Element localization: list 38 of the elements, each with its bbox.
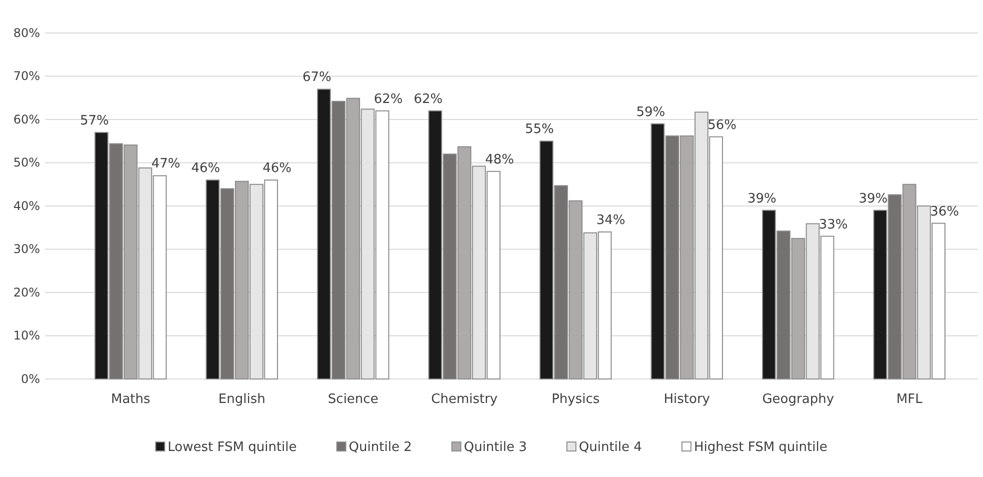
y-tick-label: 80% <box>13 26 40 40</box>
data-label: 39% <box>747 191 776 206</box>
x-tick-label: English <box>218 392 266 407</box>
data-label: 67% <box>302 70 332 86</box>
data-label: 36% <box>930 204 960 220</box>
data-label: 55% <box>524 122 554 138</box>
data-label: 34% <box>596 212 626 228</box>
y-tick-label: 10% <box>13 328 40 343</box>
x-tick-label: History <box>664 392 710 407</box>
data-label: 62% <box>414 92 443 107</box>
data-label: 56% <box>708 118 737 133</box>
legend-label: Quintile 4 <box>578 440 642 455</box>
data-label: 46% <box>262 161 292 176</box>
y-tick-label: 70% <box>13 69 40 84</box>
x-tick-label: MFL <box>896 392 924 407</box>
legend-label: Quintile 2 <box>348 440 412 455</box>
data-label: 39% <box>858 191 888 206</box>
x-tick-label: Maths <box>110 392 150 407</box>
data-label: 46% <box>191 161 220 176</box>
data-label: 62% <box>374 92 403 107</box>
legend-label: Quintile 3 <box>464 440 527 455</box>
legend-label: Lowest FSM quintile <box>168 440 297 455</box>
data-label: 47% <box>151 156 180 172</box>
data-label: 48% <box>485 152 514 168</box>
y-tick-label: 30% <box>13 242 40 256</box>
data-label: 59% <box>636 104 666 120</box>
x-tick-label: Chemistry <box>431 392 498 407</box>
y-tick-label: 20% <box>13 285 40 300</box>
x-tick-label: Geography <box>762 392 834 407</box>
legend-label: Highest FSM quintile <box>694 440 828 455</box>
y-tick-label: 0% <box>20 372 40 386</box>
y-tick-label: 40% <box>13 198 40 213</box>
data-label: 33% <box>818 217 848 232</box>
x-tick-label: Science <box>328 392 378 407</box>
y-tick-label: 60% <box>13 112 40 126</box>
y-tick-label: 50% <box>13 156 40 170</box>
data-label: 57% <box>80 113 109 128</box>
x-tick-label: Physics <box>552 392 600 407</box>
